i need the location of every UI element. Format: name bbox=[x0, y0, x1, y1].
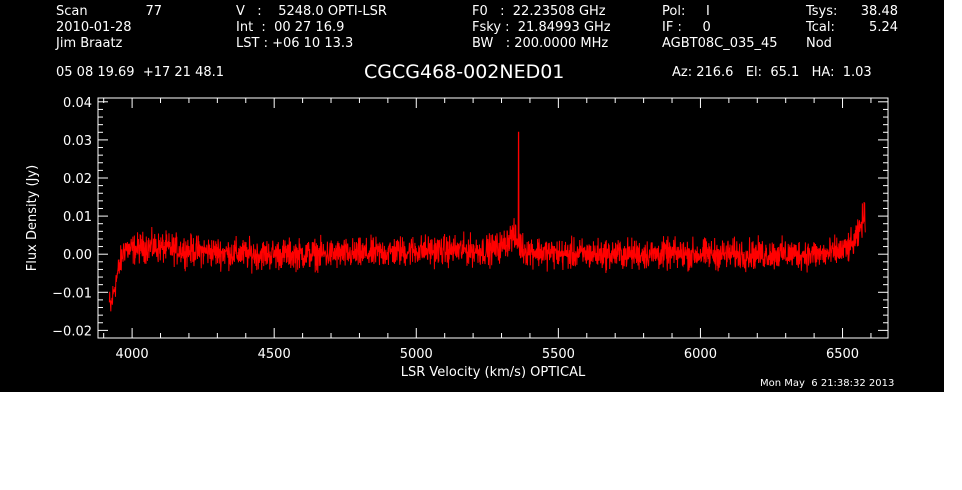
sky-frequency: Fsky : 21.84993 GHz bbox=[472, 20, 611, 35]
az-el-ha: Az: 216.6 El: 65.1 HA: 1.03 bbox=[672, 65, 872, 80]
spectrum-plot: 4000 4500 5000 5500 6000 6500 −0.02 −0.01 0.00 0.… bbox=[25, 96, 889, 380]
scan-label: Scan bbox=[56, 4, 88, 19]
x-tick-label: 4500 bbox=[258, 347, 291, 362]
y-tick-label: 0.03 bbox=[63, 134, 92, 149]
integration-time: Int : 00 27 16.9 bbox=[236, 20, 345, 35]
source-name: CGCG468-002NED01 bbox=[364, 61, 565, 83]
tsys-label: Tsys: bbox=[806, 4, 838, 19]
spectrum-series bbox=[108, 131, 866, 312]
x-tick-label: 6000 bbox=[684, 347, 717, 362]
axis-ticks: 4000 4500 5000 5500 6000 6500 −0.02 −0.01 0.00 0.… bbox=[52, 96, 888, 362]
polarization: Pol: I bbox=[662, 4, 710, 19]
x-tick-label: 5500 bbox=[542, 347, 575, 362]
plot-frame bbox=[97, 97, 889, 339]
x-tick-label: 6500 bbox=[826, 347, 859, 362]
x-tick-label: 4000 bbox=[116, 347, 149, 362]
lst-info: LST : +06 10 13.3 bbox=[236, 36, 354, 51]
velocity-info: V : 5248.0 OPTI-LSR bbox=[236, 4, 387, 19]
x-axis-label: LSR Velocity (km/s) OPTICAL bbox=[401, 365, 586, 380]
spectrum-line bbox=[108, 131, 866, 312]
y-tick-label: 0.04 bbox=[63, 96, 92, 111]
source-coordinates: 05 08 19.69 +17 21 48.1 bbox=[56, 65, 225, 80]
plot-timestamp: Mon May 6 21:38:32 2013 bbox=[760, 378, 895, 389]
observer-name: Jim Braatz bbox=[56, 36, 123, 51]
project-id: AGBT08C_035_45 bbox=[662, 36, 778, 51]
tsys-value: 38.48 bbox=[860, 4, 898, 19]
rest-frequency: F0 : 22.23508 GHz bbox=[472, 4, 606, 19]
tcal-value: 5.24 bbox=[869, 20, 898, 35]
y-tick-label: −0.02 bbox=[52, 324, 92, 339]
bandwidth: BW : 200.0000 MHz bbox=[472, 36, 609, 51]
x-tick-label: 5000 bbox=[400, 347, 433, 362]
scan-number: 77 bbox=[145, 4, 162, 19]
tcal-label: Tcal: bbox=[806, 20, 835, 35]
observing-mode: Nod bbox=[806, 36, 832, 51]
y-tick-label: 0.00 bbox=[63, 248, 92, 263]
y-tick-label: 0.01 bbox=[63, 210, 92, 225]
y-tick-label: −0.01 bbox=[52, 286, 92, 301]
y-axis-label: Flux Density (Jy) bbox=[25, 165, 40, 271]
spectrum-figure: Scan 77 2010-01-28 Jim Braatz V : 5248.0… bbox=[0, 0, 944, 392]
observation-date: 2010-01-28 bbox=[56, 20, 132, 35]
y-tick-label: 0.02 bbox=[63, 172, 92, 187]
if-number: IF : 0 bbox=[662, 20, 711, 35]
